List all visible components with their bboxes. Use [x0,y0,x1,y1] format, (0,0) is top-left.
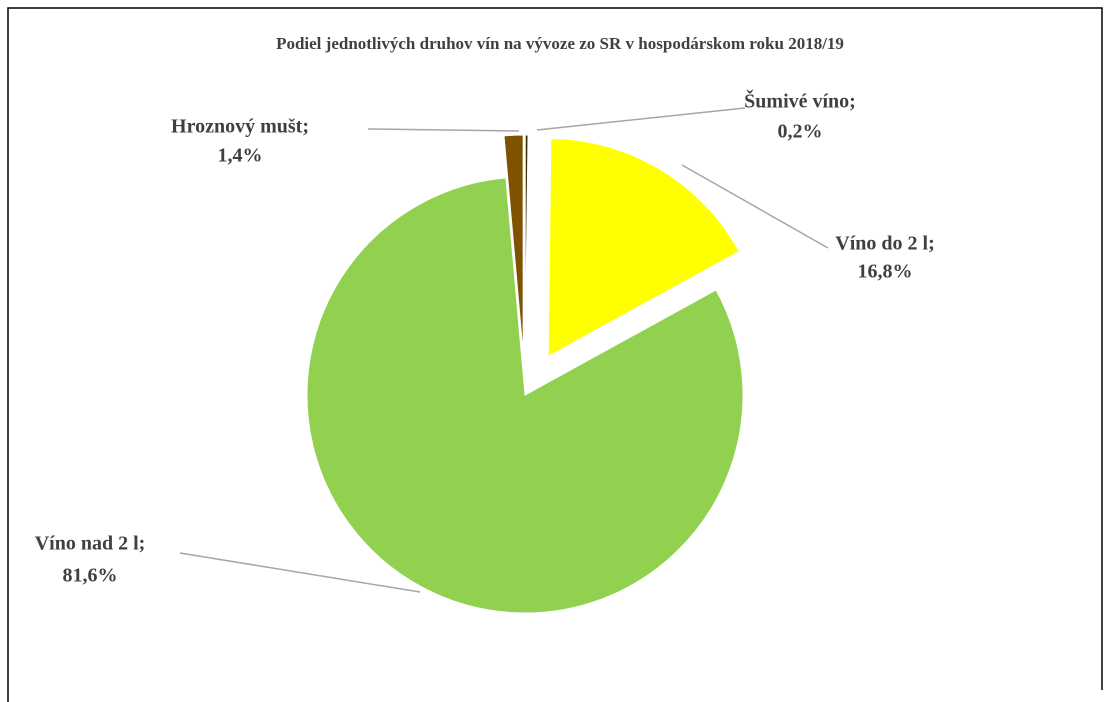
slice-value: 81,6% [63,565,118,587]
slice-value: 0,2% [778,121,823,143]
pie-slice [547,137,740,358]
pie-slice [503,134,524,354]
leader-line [681,164,829,249]
leader-line [179,552,421,593]
slice-value: 1,4% [218,145,263,167]
pie-slice [524,134,529,354]
chart-title: Podiel jednotlivých druhov vín na vývoze… [276,34,844,53]
pie-slice [306,177,744,614]
slice-label: Víno nad 2 l; [35,533,146,555]
slice-value: 16,8% [858,261,913,283]
leader-line [367,128,520,132]
leader-line [536,107,746,131]
slice-label: Šumivé víno; [744,89,856,113]
slice-label: Hroznový mušt; [171,116,309,138]
slice-label: Víno do 2 l; [835,233,934,255]
frame [7,7,1103,702]
